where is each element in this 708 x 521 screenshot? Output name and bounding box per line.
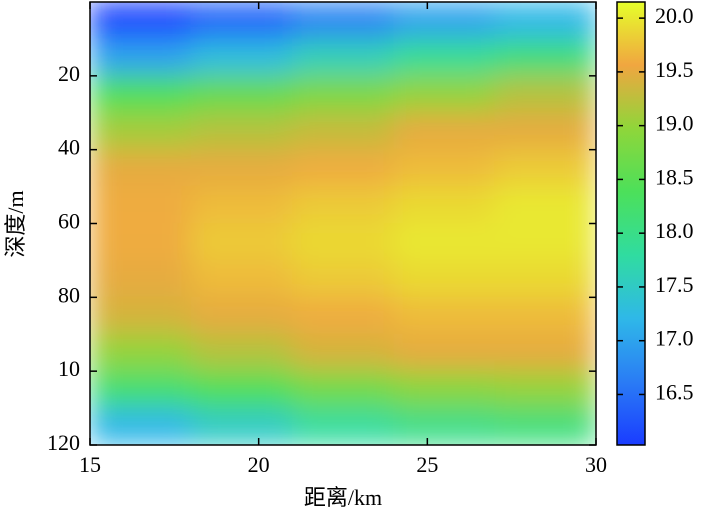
heat-cell [393, 38, 496, 77]
heat-cell [494, 370, 596, 409]
heat-cell [393, 149, 496, 188]
y-tick-label: 10 [58, 356, 80, 381]
heat-cell [190, 2, 293, 40]
heat-cell [190, 112, 293, 151]
heat-cell [90, 333, 192, 372]
heat-cell [190, 149, 293, 188]
heat-cell [393, 333, 496, 372]
heat-cell [291, 38, 395, 77]
heat-cell [190, 407, 293, 445]
heat-cell [90, 259, 192, 298]
heat-cell [291, 296, 395, 335]
heat-cell [494, 333, 596, 372]
heat-cell [90, 2, 192, 40]
x-tick-label: 15 [79, 452, 101, 477]
heat-cell [90, 75, 192, 114]
heat-cell [494, 296, 596, 335]
heat-cell [494, 259, 596, 298]
heat-cell [393, 223, 496, 261]
colorbar-tick-label: 18.5 [655, 164, 694, 189]
heat-cell [291, 407, 395, 445]
y-tick-label: 40 [58, 135, 80, 160]
heat-cell [494, 149, 596, 188]
heat-cell [190, 333, 293, 372]
heat-cell [291, 186, 395, 224]
heat-cell [90, 149, 192, 188]
heat-cell [190, 186, 293, 224]
colorbar-tick-label: 18.0 [655, 218, 694, 243]
heat-cell [291, 333, 395, 372]
heat-cell [90, 223, 192, 261]
x-axis-label: 距离/km [304, 485, 382, 510]
heat-cell [291, 149, 395, 188]
heat-cell [393, 186, 496, 224]
heat-cell [291, 370, 395, 409]
heat-cell [393, 112, 496, 151]
heat-cell [494, 38, 596, 77]
x-tick-label: 25 [416, 452, 438, 477]
heat-cell [190, 370, 293, 409]
heat-cell [393, 370, 496, 409]
heat-cell [291, 75, 395, 114]
heat-cell [90, 112, 192, 151]
y-axis-label: 深度/m [3, 190, 28, 257]
y-tick-label: 60 [58, 209, 80, 234]
heat-cell [291, 259, 395, 298]
heat-cell [291, 223, 395, 261]
heatmap-cells [90, 2, 596, 445]
heat-cell [90, 186, 192, 224]
heat-cell [291, 2, 395, 40]
colorbar-tick-label: 19.0 [655, 111, 694, 136]
colorbar-tick-label: 17.0 [655, 326, 694, 351]
heat-cell [90, 296, 192, 335]
heat-cell [393, 296, 496, 335]
heat-cell [90, 370, 192, 409]
heat-cell [393, 75, 496, 114]
y-tick-label: 80 [58, 282, 80, 307]
x-tick-label: 30 [585, 452, 607, 477]
heat-cell [494, 223, 596, 261]
heat-cell [90, 407, 192, 445]
y-tick-label: 20 [58, 61, 80, 86]
heat-cell [190, 38, 293, 77]
heat-cell [494, 112, 596, 151]
heat-cell [393, 2, 496, 40]
colorbar-tick-label: 17.5 [655, 272, 694, 297]
heat-cell [291, 112, 395, 151]
heat-cell [190, 75, 293, 114]
colorbar-tick-label: 19.5 [655, 57, 694, 82]
heat-cell [393, 259, 496, 298]
x-tick-label: 20 [248, 452, 270, 477]
heat-cell [190, 296, 293, 335]
heat-cell [494, 2, 596, 40]
heat-cell [494, 75, 596, 114]
heat-cell [190, 223, 293, 261]
y-tick-label: 120 [47, 430, 80, 455]
heat-cell [494, 407, 596, 445]
colorbar [616, 1, 646, 446]
heatmap [90, 2, 596, 445]
heat-cell [90, 38, 192, 77]
colorbar-tick-label: 20.0 [655, 3, 694, 28]
heat-cell [494, 186, 596, 224]
heat-cell [190, 259, 293, 298]
colorbar-tick-label: 16.5 [655, 380, 694, 405]
heat-cell [393, 407, 496, 445]
